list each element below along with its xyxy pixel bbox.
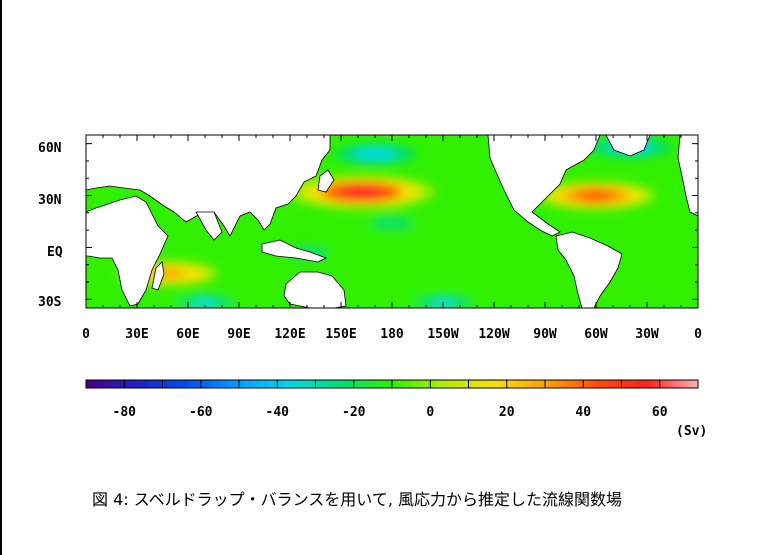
continent-eurasia [86,135,331,237]
x-tick-label: 120W [478,327,509,342]
island-greenland [605,135,651,157]
x-tick-label: 0 [694,327,702,342]
colorbar-tick-label: -60 [189,405,213,420]
x-tick-label: 150E [325,327,356,342]
field-anomaly-band [336,185,387,199]
x-tick-label: 60W [584,327,608,342]
islands-indonesia [261,239,327,263]
island-madagascar [151,261,165,291]
land-masses [86,135,698,308]
colorbar-tick-label: 60 [652,405,668,420]
colorbar-tick-label: -20 [342,405,366,420]
colorbar-tick-label: 40 [575,405,591,420]
colorbar-tick-label: -40 [266,405,290,420]
x-tick-label: 30W [635,327,659,342]
field-anomaly-band [575,189,617,202]
colorbar-tick-labels: -80 -60 -40 -20 0 20 40 60 [113,405,668,420]
x-tick-label: 0 [82,327,90,342]
continent-north-america [487,135,601,237]
y-tick-label: 60N [38,141,62,156]
x-tick-label: 90E [227,327,250,342]
colorbar-tick-label: 0 [426,405,434,420]
x-tick-labels: 0 30E 60E 90E 120E 150E 180 150W 120W 90… [82,327,702,342]
x-tick-label: 120E [274,327,305,342]
colorbar-ticks [85,380,699,388]
continent-africa [86,195,169,307]
y-tick-label: 30S [38,295,62,310]
colorbar-tick-label: -80 [113,405,137,420]
page-frame-left [0,0,2,555]
x-tick-label: 60E [176,327,199,342]
map-ticks [85,135,699,308]
ocean-field [86,135,698,308]
figure-caption: 図 4: スベルドラップ・バランスを用いて, 風応力から推定した流線関数場 [92,490,622,509]
x-tick-label: 180 [380,327,404,342]
colorbar-tick-label: 20 [499,405,515,420]
x-tick-label: 90W [533,327,557,342]
islands-japan [317,169,335,193]
field-anomaly-band [382,220,402,227]
continent-australia [283,271,347,308]
y-tick-label: 30N [38,193,62,208]
peninsula-india [195,211,223,241]
y-tick-label: EQ [47,245,63,260]
colorbar-unit-label: (Sv) [676,424,707,439]
field-anomaly-band [361,149,389,159]
continent-south-america [555,231,623,308]
colorbar: -80 -60 -40 -20 0 20 40 60 (Sv) [85,379,707,439]
x-tick-label: 30E [125,327,148,342]
x-tick-label: 150W [427,327,458,342]
field-anomaly-band [192,299,218,307]
